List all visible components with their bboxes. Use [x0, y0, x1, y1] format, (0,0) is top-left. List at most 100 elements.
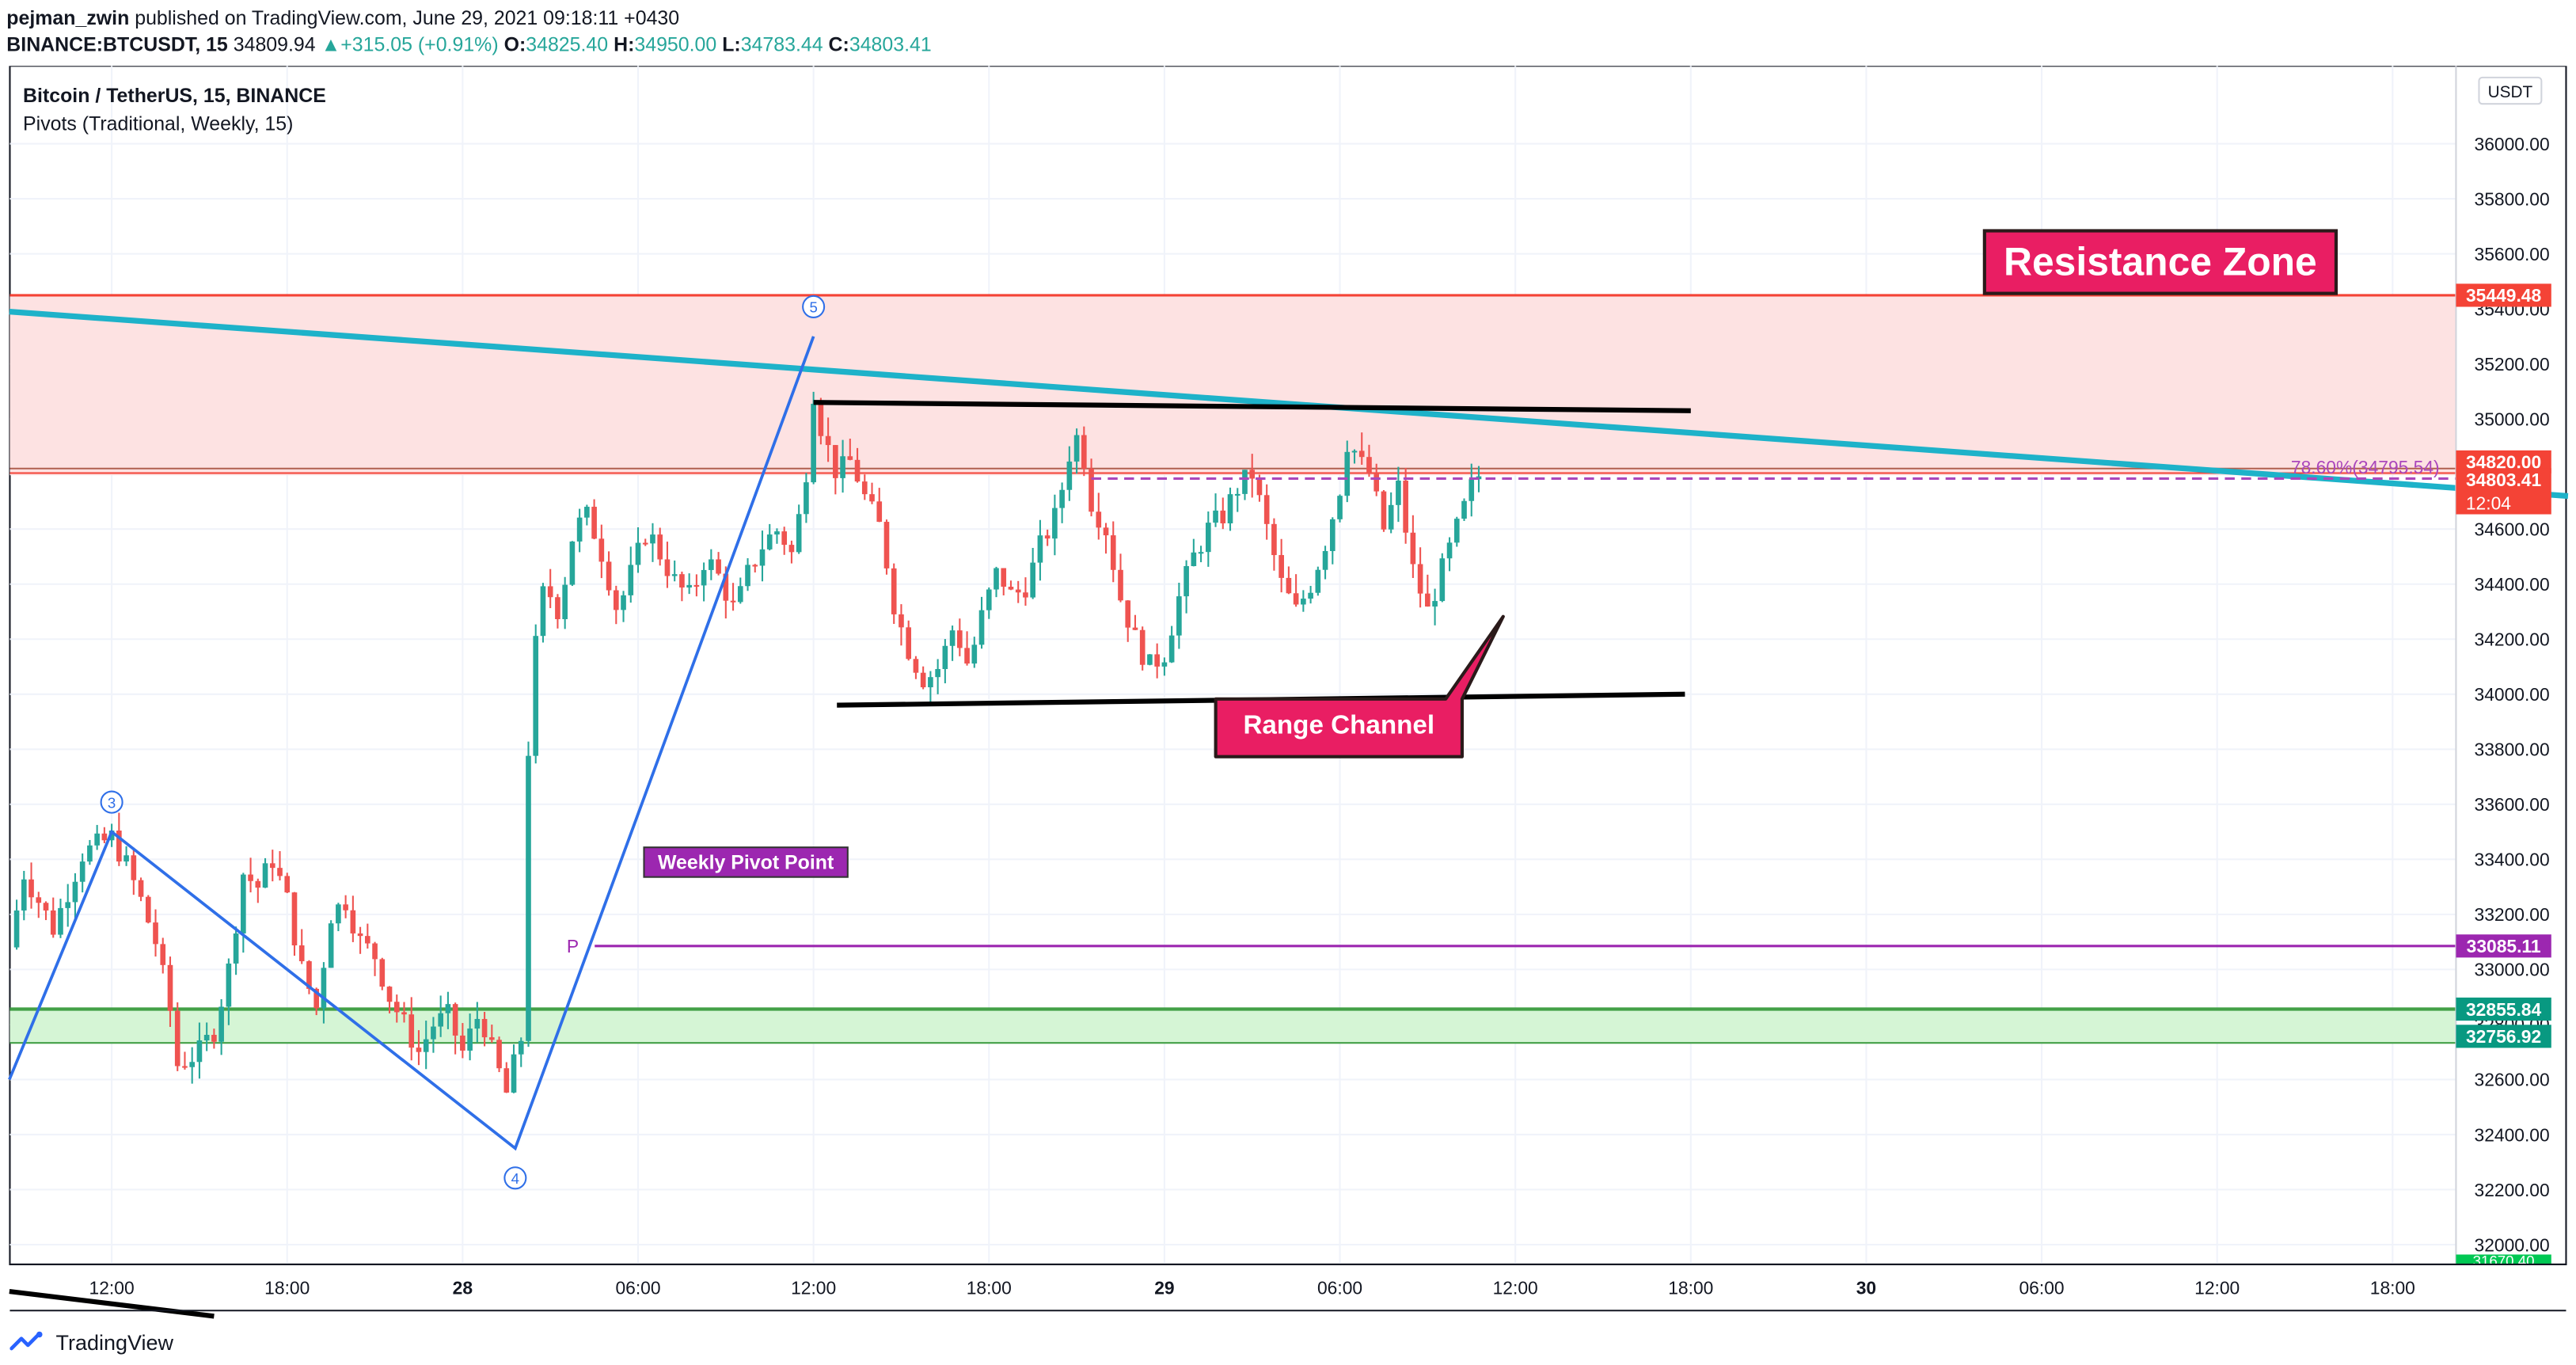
candle[interactable] [686, 573, 692, 595]
candle[interactable] [357, 926, 363, 954]
indicator-legend[interactable]: Pivots (Traditional, Weekly, 15) [23, 112, 294, 135]
candle[interactable] [920, 666, 926, 690]
candle[interactable] [431, 1017, 436, 1053]
candle[interactable] [621, 591, 626, 622]
range-channel-top-line[interactable] [813, 400, 1691, 413]
candle[interactable] [372, 941, 378, 976]
candle[interactable] [1234, 488, 1241, 512]
footer-brand[interactable]: TradingView [55, 1329, 174, 1355]
candle[interactable] [1249, 454, 1256, 498]
candle[interactable] [460, 1023, 465, 1059]
candle[interactable] [1315, 566, 1321, 596]
candle[interactable] [1403, 468, 1408, 544]
candle[interactable] [869, 482, 875, 504]
candle[interactable] [1015, 580, 1021, 603]
candle[interactable] [452, 1002, 458, 1055]
candle[interactable] [343, 895, 348, 918]
candle[interactable] [1279, 538, 1284, 593]
candle[interactable] [1439, 553, 1446, 603]
candle[interactable] [1168, 625, 1175, 663]
currency-badge[interactable] [2478, 76, 2543, 105]
candle[interactable] [576, 508, 583, 553]
candle[interactable] [518, 1037, 524, 1067]
candle[interactable] [503, 1062, 510, 1093]
candle[interactable] [87, 839, 93, 865]
candle[interactable] [167, 956, 173, 1028]
candle[interactable] [1220, 497, 1226, 530]
candle[interactable] [949, 625, 956, 661]
candle[interactable] [1286, 566, 1292, 595]
candle[interactable] [1410, 515, 1416, 579]
candle[interactable] [693, 574, 700, 597]
candle[interactable] [1388, 492, 1394, 534]
candle[interactable] [1191, 538, 1197, 567]
candle[interactable] [883, 519, 890, 575]
candle[interactable] [664, 542, 671, 588]
candle[interactable] [328, 920, 334, 968]
candle[interactable] [526, 741, 531, 1048]
candle[interactable] [350, 895, 356, 942]
candle[interactable] [336, 903, 341, 932]
candle[interactable] [1446, 537, 1453, 572]
candle[interactable] [533, 624, 539, 764]
candle[interactable] [737, 577, 743, 604]
candle[interactable] [1161, 657, 1168, 676]
candle[interactable] [540, 583, 546, 643]
candle[interactable] [1417, 547, 1423, 608]
candle[interactable] [474, 1002, 481, 1043]
candle[interactable] [584, 504, 590, 526]
candle[interactable] [628, 546, 634, 603]
candle[interactable] [555, 594, 560, 629]
resistance-zone[interactable] [9, 295, 2456, 476]
candle[interactable] [1344, 440, 1351, 503]
candle[interactable] [1059, 482, 1065, 523]
candle[interactable] [1301, 590, 1306, 612]
candle[interactable] [203, 1022, 210, 1051]
candle[interactable] [262, 857, 268, 888]
candle[interactable] [1125, 600, 1131, 642]
candle[interactable] [379, 957, 386, 990]
candle[interactable] [1044, 529, 1051, 546]
candle[interactable] [709, 549, 714, 580]
candle[interactable] [43, 901, 49, 921]
candle[interactable] [994, 566, 999, 598]
candle[interactable] [1001, 568, 1007, 595]
candle[interactable] [1322, 546, 1328, 580]
candle[interactable] [978, 596, 985, 649]
candle[interactable] [1073, 428, 1080, 474]
descending-trendline[interactable] [9, 308, 2569, 500]
candle[interactable] [671, 560, 678, 582]
candle[interactable] [511, 1044, 517, 1093]
candle[interactable] [386, 986, 393, 1013]
candle[interactable] [488, 1025, 495, 1044]
candle[interactable] [1089, 458, 1094, 517]
candle[interactable] [1358, 432, 1365, 465]
candle[interactable] [613, 585, 619, 625]
candle[interactable] [393, 994, 400, 1023]
candle[interactable] [716, 552, 721, 576]
candle[interactable] [1381, 490, 1387, 532]
candle[interactable] [153, 909, 158, 957]
candle[interactable] [1110, 521, 1116, 583]
candle[interactable] [818, 397, 824, 445]
candle[interactable] [650, 523, 655, 562]
candle[interactable] [1453, 516, 1460, 547]
candle[interactable] [1184, 560, 1189, 614]
candle[interactable] [101, 827, 108, 844]
candle[interactable] [1351, 449, 1358, 464]
candle[interactable] [94, 824, 100, 850]
candle[interactable] [138, 877, 144, 902]
candle[interactable] [854, 447, 861, 483]
candle[interactable] [28, 862, 34, 909]
candle[interactable] [1103, 523, 1109, 554]
candle[interactable] [189, 1047, 196, 1084]
candle[interactable] [840, 439, 845, 493]
candle[interactable] [759, 530, 766, 582]
candle[interactable] [233, 926, 239, 975]
candle[interactable] [1337, 494, 1343, 523]
candle[interactable] [123, 846, 129, 866]
candle[interactable] [277, 850, 283, 880]
candle[interactable] [745, 558, 750, 591]
candle[interactable] [423, 1021, 429, 1070]
candle[interactable] [569, 541, 576, 587]
